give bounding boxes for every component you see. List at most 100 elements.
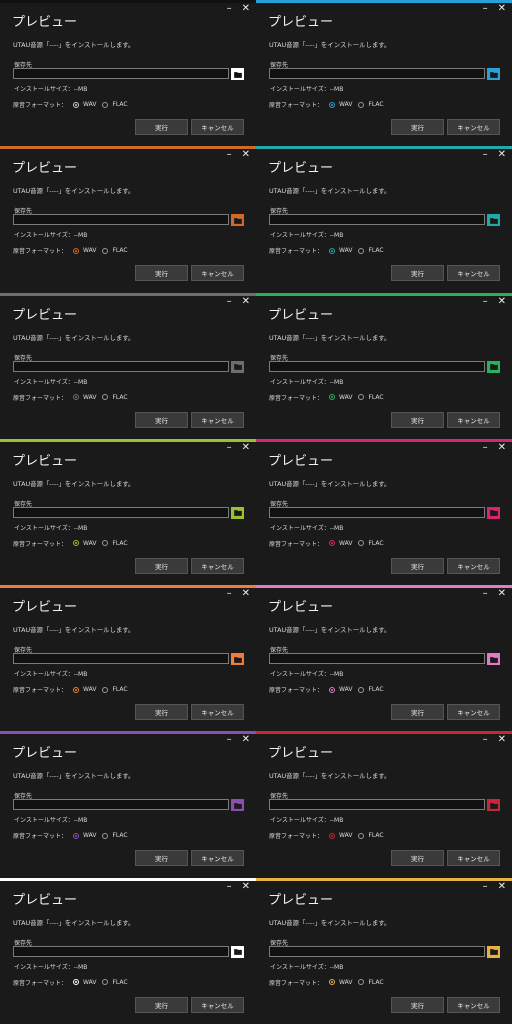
save-path-input[interactable]	[13, 945, 229, 957]
format-radio-flac[interactable]: FLAC	[358, 101, 384, 108]
save-path-input[interactable]	[269, 214, 485, 226]
minimize-icon[interactable]: –	[226, 149, 232, 161]
minimize-icon[interactable]: –	[226, 588, 232, 600]
cancel-button[interactable]: キャンセル	[191, 411, 244, 428]
browse-folder-button[interactable]	[487, 653, 500, 666]
format-radio-flac[interactable]: FLAC	[358, 979, 384, 986]
format-radio-wav[interactable]: WAV	[329, 101, 352, 108]
save-path-input[interactable]	[13, 653, 229, 665]
format-radio-wav[interactable]: WAV	[73, 686, 96, 693]
close-icon[interactable]: ✕	[241, 441, 250, 453]
minimize-icon[interactable]: –	[482, 149, 488, 161]
minimize-icon[interactable]: –	[482, 441, 488, 453]
format-radio-wav[interactable]: WAV	[329, 686, 352, 693]
cancel-button[interactable]: キャンセル	[191, 704, 244, 721]
minimize-icon[interactable]: –	[226, 3, 232, 14]
format-radio-wav[interactable]: WAV	[73, 394, 96, 401]
cancel-button[interactable]: キャンセル	[191, 265, 244, 282]
close-icon[interactable]: ✕	[241, 588, 250, 600]
cancel-button[interactable]: キャンセル	[447, 996, 500, 1013]
cancel-button[interactable]: キャンセル	[447, 850, 500, 867]
save-path-input[interactable]	[13, 799, 229, 811]
browse-folder-button[interactable]	[487, 945, 500, 958]
run-button[interactable]: 実行	[391, 411, 444, 428]
format-radio-wav[interactable]: WAV	[329, 247, 352, 254]
save-path-input[interactable]	[269, 68, 485, 79]
format-radio-flac[interactable]: FLAC	[102, 101, 128, 108]
format-radio-wav[interactable]: WAV	[329, 979, 352, 986]
browse-folder-button[interactable]	[487, 214, 500, 227]
minimize-icon[interactable]: –	[482, 880, 488, 892]
run-button[interactable]: 実行	[391, 265, 444, 282]
format-radio-wav[interactable]: WAV	[73, 832, 96, 839]
minimize-icon[interactable]: –	[482, 295, 488, 307]
run-button[interactable]: 実行	[391, 119, 444, 135]
run-button[interactable]: 実行	[135, 265, 188, 282]
run-button[interactable]: 実行	[135, 557, 188, 574]
minimize-icon[interactable]: –	[226, 734, 232, 746]
format-radio-wav[interactable]: WAV	[329, 540, 352, 547]
save-path-input[interactable]	[269, 360, 485, 372]
close-icon[interactable]: ✕	[497, 3, 506, 14]
browse-folder-button[interactable]	[231, 945, 244, 958]
format-radio-flac[interactable]: FLAC	[102, 979, 128, 986]
save-path-input[interactable]	[269, 506, 485, 518]
run-button[interactable]: 実行	[391, 996, 444, 1013]
cancel-button[interactable]: キャンセル	[191, 996, 244, 1013]
browse-folder-button[interactable]	[487, 68, 500, 80]
run-button[interactable]: 実行	[391, 557, 444, 574]
browse-folder-button[interactable]	[231, 506, 244, 519]
format-radio-wav[interactable]: WAV	[73, 101, 96, 108]
format-radio-flac[interactable]: FLAC	[102, 247, 128, 254]
run-button[interactable]: 実行	[391, 704, 444, 721]
cancel-button[interactable]: キャンセル	[447, 411, 500, 428]
format-radio-flac[interactable]: FLAC	[102, 394, 128, 401]
close-icon[interactable]: ✕	[241, 880, 250, 892]
browse-folder-button[interactable]	[231, 653, 244, 666]
close-icon[interactable]: ✕	[497, 441, 506, 453]
minimize-icon[interactable]: –	[226, 295, 232, 307]
format-radio-flac[interactable]: FLAC	[358, 832, 384, 839]
browse-folder-button[interactable]	[231, 68, 244, 80]
cancel-button[interactable]: キャンセル	[447, 704, 500, 721]
format-radio-flac[interactable]: FLAC	[358, 686, 384, 693]
minimize-icon[interactable]: –	[226, 441, 232, 453]
run-button[interactable]: 実行	[135, 850, 188, 867]
close-icon[interactable]: ✕	[241, 295, 250, 307]
format-radio-flac[interactable]: FLAC	[102, 540, 128, 547]
format-radio-flac[interactable]: FLAC	[358, 247, 384, 254]
minimize-icon[interactable]: –	[482, 588, 488, 600]
cancel-button[interactable]: キャンセル	[191, 119, 244, 135]
close-icon[interactable]: ✕	[241, 149, 250, 161]
minimize-icon[interactable]: –	[482, 3, 488, 14]
save-path-input[interactable]	[269, 799, 485, 811]
run-button[interactable]: 実行	[135, 704, 188, 721]
run-button[interactable]: 実行	[135, 119, 188, 135]
format-radio-wav[interactable]: WAV	[73, 540, 96, 547]
browse-folder-button[interactable]	[487, 360, 500, 373]
save-path-input[interactable]	[269, 945, 485, 957]
close-icon[interactable]: ✕	[497, 734, 506, 746]
format-radio-flac[interactable]: FLAC	[102, 832, 128, 839]
save-path-input[interactable]	[13, 214, 229, 226]
close-icon[interactable]: ✕	[497, 588, 506, 600]
close-icon[interactable]: ✕	[497, 149, 506, 161]
close-icon[interactable]: ✕	[241, 734, 250, 746]
minimize-icon[interactable]: –	[482, 734, 488, 746]
cancel-button[interactable]: キャンセル	[191, 557, 244, 574]
close-icon[interactable]: ✕	[497, 295, 506, 307]
format-radio-wav[interactable]: WAV	[73, 979, 96, 986]
browse-folder-button[interactable]	[231, 799, 244, 812]
save-path-input[interactable]	[13, 360, 229, 372]
format-radio-flac[interactable]: FLAC	[358, 540, 384, 547]
run-button[interactable]: 実行	[135, 996, 188, 1013]
format-radio-wav[interactable]: WAV	[73, 247, 96, 254]
format-radio-wav[interactable]: WAV	[329, 394, 352, 401]
cancel-button[interactable]: キャンセル	[447, 557, 500, 574]
save-path-input[interactable]	[269, 653, 485, 665]
save-path-input[interactable]	[13, 68, 229, 79]
browse-folder-button[interactable]	[487, 506, 500, 519]
cancel-button[interactable]: キャンセル	[191, 850, 244, 867]
run-button[interactable]: 実行	[391, 850, 444, 867]
browse-folder-button[interactable]	[487, 799, 500, 812]
